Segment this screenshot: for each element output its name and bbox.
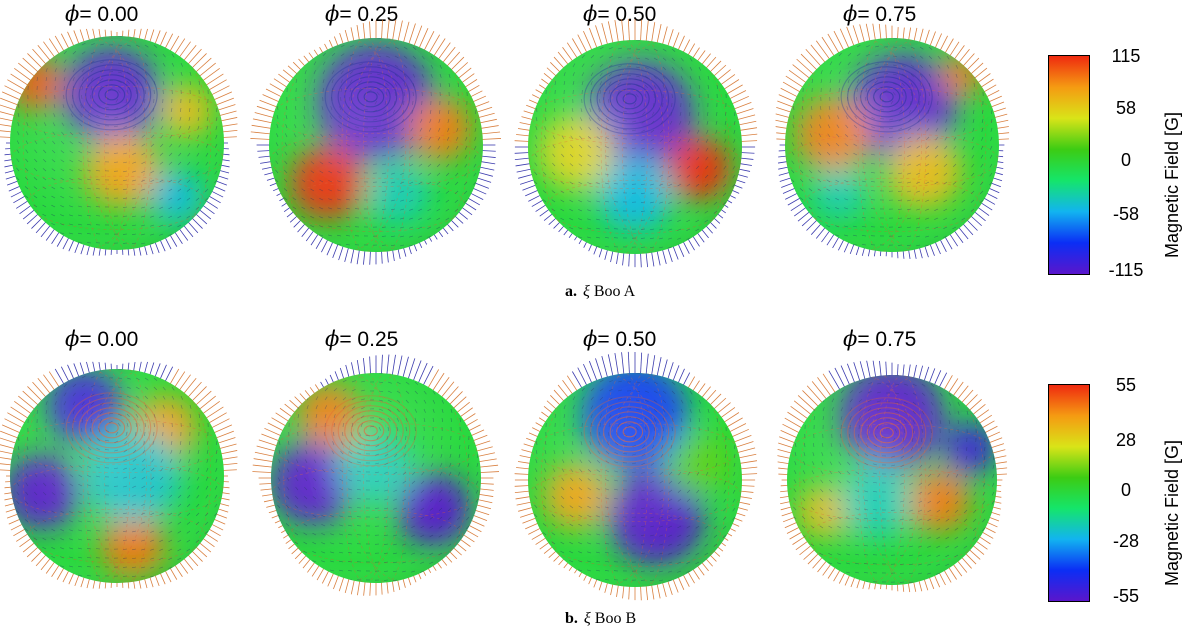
field-line-hairs bbox=[0, 28, 238, 256]
colorbar-tick: 58 bbox=[1115, 98, 1137, 118]
sphere-shading bbox=[787, 375, 997, 585]
field-line-hairs bbox=[250, 19, 502, 265]
phase-label: ϕ= 0.75 bbox=[843, 327, 917, 351]
colorbar bbox=[1048, 55, 1090, 275]
colorbar-tick: 28 bbox=[1115, 430, 1137, 450]
phase-label: ϕ= 0.00 bbox=[65, 327, 139, 351]
colorbar-tick: -55 bbox=[1112, 586, 1139, 606]
colorbar-tick: -58 bbox=[1112, 204, 1139, 224]
field-line-hairs bbox=[775, 23, 1010, 260]
sphere-shading bbox=[271, 373, 481, 583]
colorbar-tick: -115 bbox=[1108, 260, 1144, 280]
phase-label: ϕ= 0.00 bbox=[65, 2, 139, 26]
colorbar-tick: 0 bbox=[1120, 480, 1131, 500]
panel-caption: a. ξ Boo A bbox=[565, 283, 636, 300]
magnetic-map-sphere bbox=[514, 351, 758, 601]
sphere-shading bbox=[10, 36, 224, 250]
colorbar-tick: 55 bbox=[1115, 375, 1137, 395]
colorbar-tick: 0 bbox=[1120, 150, 1131, 170]
magnetic-map-sphere bbox=[514, 18, 758, 268]
colorbar-title: Magnetic Field [G] bbox=[1162, 439, 1182, 586]
sphere-shading bbox=[269, 38, 483, 252]
colorbar-tick: 115 bbox=[1111, 46, 1141, 66]
colorbar bbox=[1048, 384, 1090, 602]
sphere-shading bbox=[785, 38, 999, 252]
phase-label: ϕ= 0.25 bbox=[325, 327, 399, 351]
phase-label: ϕ= 0.50 bbox=[583, 327, 657, 351]
sphere-shading bbox=[10, 369, 224, 583]
magnetic-map-sphere bbox=[252, 354, 500, 596]
field-line-hairs bbox=[777, 360, 1008, 593]
phase-label: ϕ= 0.75 bbox=[843, 2, 917, 26]
field-line-hairs bbox=[252, 354, 500, 596]
magnetic-map-sphere bbox=[775, 23, 1010, 260]
panel-xi-boo-b: ϕ= 0.00 ϕ= 0.25 ϕ= 0.50 ϕ= 0.75 b. ξ Boo B… bbox=[0, 318, 1200, 635]
sphere-shading bbox=[528, 40, 742, 254]
magnetic-map-sphere bbox=[250, 19, 502, 265]
colorbar-title: Magnetic Field [G] bbox=[1162, 111, 1182, 258]
phase-label: ϕ= 0.25 bbox=[325, 2, 399, 26]
panel-xi-boo-a: ϕ= 0.00 ϕ= 0.25 ϕ= 0.50 ϕ= 0.75 a. ξ Boo A… bbox=[0, 2, 1182, 300]
colorbar-tick: -28 bbox=[1112, 531, 1139, 551]
magnetic-map-sphere bbox=[777, 360, 1008, 593]
field-line-hairs bbox=[0, 361, 238, 589]
magnetic-map-sphere bbox=[0, 28, 238, 256]
magnetic-map-sphere bbox=[0, 361, 238, 589]
sphere-shading bbox=[528, 373, 742, 587]
panel-caption: b. ξ Boo B bbox=[565, 610, 637, 627]
